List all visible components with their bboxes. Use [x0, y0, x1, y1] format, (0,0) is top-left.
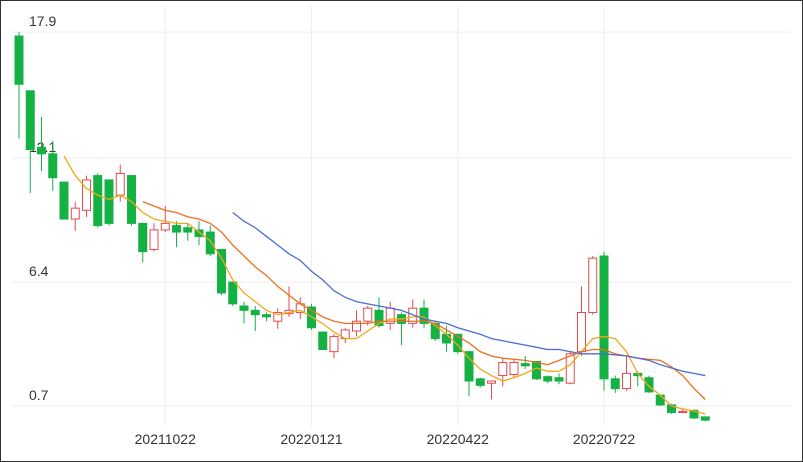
candle-body: [82, 179, 91, 211]
candle-body: [442, 333, 451, 344]
candle-body: [149, 229, 159, 250]
candle-body: [115, 172, 125, 196]
candle-body: [622, 372, 631, 390]
candle-body: [599, 255, 609, 380]
candle-body: [14, 35, 24, 85]
candle-body: [37, 146, 46, 155]
candle-body: [217, 248, 226, 294]
candle-body: [318, 331, 328, 350]
candle-body: [138, 222, 148, 253]
candle-body: [25, 90, 35, 150]
candle-body: [93, 175, 103, 227]
candle-body: [453, 333, 463, 353]
moving-average-line: [232, 212, 706, 377]
candle-body: [644, 377, 654, 393]
candle-body: [363, 307, 373, 322]
candle-body: [554, 377, 564, 382]
candle-body: [532, 360, 541, 380]
candle-body: [509, 362, 519, 375]
candle-body: [228, 281, 238, 305]
candle-body: [487, 380, 496, 384]
candle-body: [565, 353, 575, 384]
candle-body: [700, 416, 710, 421]
candle-body: [498, 362, 508, 377]
candle-body: [352, 320, 361, 332]
candle-body: [475, 378, 485, 386]
y-tick-label: 6.4: [29, 263, 49, 279]
candle-body: [172, 225, 181, 233]
candle-body: [464, 351, 474, 382]
candle-body: [48, 153, 58, 179]
candle-body: [374, 309, 384, 327]
candle-body: [588, 257, 598, 314]
candle-body: [655, 394, 665, 406]
candle-body: [205, 231, 215, 255]
candle-body: [419, 307, 429, 324]
x-tick-label: 20211022: [135, 431, 196, 447]
y-tick-label: 0.7: [29, 387, 49, 403]
candle-body: [59, 181, 69, 220]
candle-body: [543, 376, 553, 382]
candle-body: [273, 312, 283, 322]
x-tick-label: 20220422: [427, 431, 490, 447]
candle-body: [239, 305, 249, 311]
candle-body: [160, 222, 170, 231]
candle-body: [250, 309, 260, 316]
candle-body: [520, 363, 530, 367]
candle-body: [329, 335, 339, 353]
candle-body: [104, 179, 114, 224]
y-tick-label: 17.9: [29, 13, 56, 29]
candle-body: [667, 404, 676, 414]
candle-body: [70, 207, 80, 220]
candle-body: [262, 314, 271, 318]
candle-body: [678, 410, 688, 414]
candle-body: [194, 229, 204, 237]
candle-body: [610, 378, 620, 390]
moving-average-line: [142, 201, 706, 400]
moving-average-line: [63, 155, 706, 415]
x-tick-label: 20220722: [573, 431, 636, 447]
candle-body: [183, 227, 193, 233]
candle-body: [577, 312, 586, 353]
x-tick-label: 20220121: [280, 431, 343, 447]
